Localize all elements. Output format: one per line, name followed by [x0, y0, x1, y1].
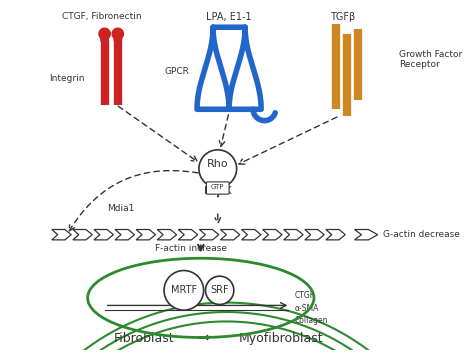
Circle shape [99, 28, 110, 40]
Text: Fibroblast: Fibroblast [114, 332, 174, 345]
Text: G-actin decrease: G-actin decrease [383, 230, 460, 239]
Polygon shape [73, 230, 92, 240]
Polygon shape [305, 230, 324, 240]
Polygon shape [94, 230, 113, 240]
Text: Integrin: Integrin [49, 75, 85, 84]
Polygon shape [242, 230, 261, 240]
Text: CTGF
α-SMA
Collagen: CTGF α-SMA Collagen [294, 291, 328, 325]
Polygon shape [200, 230, 219, 240]
Polygon shape [52, 230, 71, 240]
Text: ⇒: ⇒ [197, 331, 210, 346]
Polygon shape [178, 230, 198, 240]
Polygon shape [284, 230, 303, 240]
Polygon shape [220, 230, 240, 240]
Circle shape [206, 276, 234, 305]
Text: MRTF: MRTF [171, 285, 197, 295]
Polygon shape [263, 230, 282, 240]
Polygon shape [157, 230, 177, 240]
Circle shape [112, 28, 124, 40]
Text: GPCR: GPCR [165, 67, 190, 76]
Text: GTP: GTP [211, 184, 225, 190]
Circle shape [101, 36, 109, 43]
Text: SRF: SRF [210, 285, 229, 295]
Polygon shape [355, 230, 378, 240]
Text: Rho: Rho [207, 159, 228, 169]
Text: Mdia1: Mdia1 [107, 204, 134, 213]
Circle shape [114, 36, 122, 43]
Text: Growth Factor
Receptor: Growth Factor Receptor [399, 50, 462, 69]
Text: F-actin increase: F-actin increase [155, 244, 228, 253]
Text: Myofibroblast: Myofibroblast [238, 332, 323, 345]
Circle shape [164, 270, 204, 310]
Polygon shape [326, 230, 345, 240]
FancyBboxPatch shape [207, 182, 229, 194]
Text: ROCK: ROCK [204, 186, 232, 196]
Polygon shape [115, 230, 135, 240]
Text: LPA, E1-1: LPA, E1-1 [206, 12, 252, 22]
Polygon shape [136, 230, 155, 240]
Circle shape [199, 150, 237, 188]
Text: TGFβ: TGFβ [329, 12, 355, 22]
Text: CTGF, Fibronectin: CTGF, Fibronectin [62, 12, 142, 21]
